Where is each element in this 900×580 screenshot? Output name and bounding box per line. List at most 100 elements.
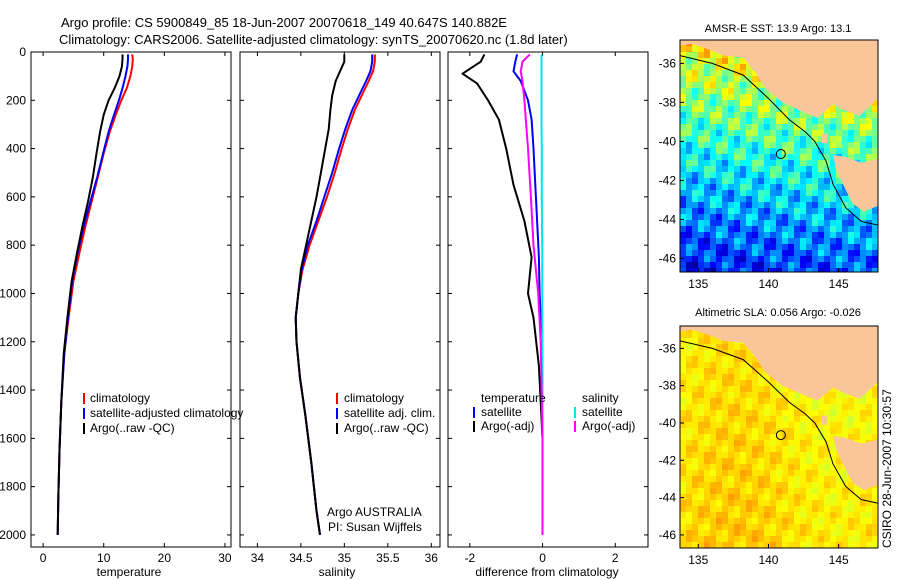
map-sla-cell (746, 398, 753, 405)
map-sst-lat-label: -44 (659, 212, 677, 226)
map-sst-cell (860, 250, 867, 257)
map-sla-cell (758, 458, 765, 465)
map-sst-cell (800, 190, 807, 197)
map-sla-cell (842, 518, 849, 525)
map-sst-cell (740, 106, 747, 113)
map-sst-cell (686, 202, 693, 209)
map-sla-cell (698, 530, 705, 537)
map-sst-cell (710, 118, 717, 125)
map-sst-cell (794, 250, 801, 257)
map-sla-cell (812, 446, 819, 453)
map-sst-cell (758, 238, 765, 245)
map-sst-cell (698, 94, 705, 101)
map-sst-cell (794, 136, 801, 143)
map-sla-cell (764, 458, 771, 465)
map-sla-cell (866, 488, 873, 495)
map-sla-cell (848, 524, 855, 531)
map-sst-cell (728, 112, 735, 119)
map-sla-cell (824, 518, 831, 525)
map-sla-cell (728, 446, 735, 453)
map-sla-cell (866, 506, 873, 513)
map-sst-cell (812, 208, 819, 215)
map-sst-cell (782, 208, 789, 215)
map-sst-cell (680, 262, 687, 269)
map-sla-cell (734, 452, 741, 459)
map-sst-cell (710, 214, 717, 221)
temp-xtick-label: 30 (218, 551, 232, 565)
map-sst-cell (800, 124, 807, 131)
map-sst-cell (710, 76, 717, 83)
map-sst-cell (740, 196, 747, 203)
map-sla-cell (746, 392, 753, 399)
map-sst-cell (734, 184, 741, 191)
map-sst-cell (704, 106, 711, 113)
map-sst-cell (764, 118, 771, 125)
map-sla-cell (812, 524, 819, 531)
map-sst-cell (812, 256, 819, 263)
map-sla-cell (842, 416, 849, 423)
map-sst-cell (824, 214, 831, 221)
map-sla-cell (776, 410, 783, 417)
map-sla-cell (740, 434, 747, 441)
map-sla-cell (716, 392, 723, 399)
diff-xtick-label: -2 (464, 551, 475, 565)
map-sst-cell (782, 136, 789, 143)
map-sst-cell (788, 130, 795, 137)
map-sst-cell (764, 220, 771, 227)
map-sla-cell (770, 386, 777, 393)
map-sst-cell (830, 160, 837, 167)
map-sla-cell (692, 344, 699, 351)
map-sst-cell (770, 256, 777, 263)
map-sst-cell (818, 142, 825, 149)
map-sst-cell (746, 202, 753, 209)
map-sst-cell (806, 262, 813, 269)
map-sla-cell (848, 500, 855, 507)
map-sst-cell (800, 160, 807, 167)
map-sla-cell (782, 500, 789, 507)
map-sst-cell (686, 190, 693, 197)
map-sst-cell (710, 142, 717, 149)
map-sla-cell (788, 524, 795, 531)
map-sla-cell (776, 512, 783, 519)
map-sla-cell (788, 488, 795, 495)
map-sst-cell (716, 148, 723, 155)
map-sst-cell (794, 130, 801, 137)
map-sla-cell (836, 470, 843, 477)
map-sla-cell (776, 446, 783, 453)
map-sst-cell (704, 256, 711, 263)
map-sla-cell (872, 398, 878, 405)
map-sla-cell (680, 344, 687, 351)
map-sla-cell (812, 512, 819, 519)
sal-xtick-label: 36 (425, 551, 439, 565)
map-sla-cell (680, 392, 687, 399)
map-sst-cell (692, 160, 699, 167)
map-sla-cell (872, 416, 878, 423)
map-sla-cell (848, 428, 855, 435)
map-sst-cell (722, 244, 729, 251)
map-sst-cell (860, 232, 867, 239)
map-sst-cell (818, 178, 825, 185)
map-sst-cell (704, 130, 711, 137)
map-sst-cell (866, 136, 873, 143)
map-sst-cell (740, 148, 747, 155)
map-sst-cell (794, 166, 801, 173)
map-sst-cell (860, 244, 867, 251)
map-sla-cell (806, 482, 813, 489)
map-sst-cell (806, 214, 813, 221)
map-sst-cell (788, 136, 795, 143)
map-sla-cell (764, 512, 771, 519)
map-sst-cell (872, 262, 878, 269)
sst-map: 135 140 145-36-38-40-42-44-46 (659, 39, 879, 291)
map-sla-cell (716, 386, 723, 393)
map-sla-cell (698, 536, 705, 543)
map-sla-cell (830, 416, 837, 423)
map-sla-cell (836, 398, 843, 405)
map-sla-cell (752, 440, 759, 447)
map-sst-cell (866, 238, 873, 245)
map-sla-cell (758, 524, 765, 531)
map-sla-cell (734, 488, 741, 495)
map-sla-cell (692, 386, 699, 393)
map-sst-cell (734, 202, 741, 209)
map-sla-cell (692, 410, 699, 417)
map-sst-cell (740, 250, 747, 257)
